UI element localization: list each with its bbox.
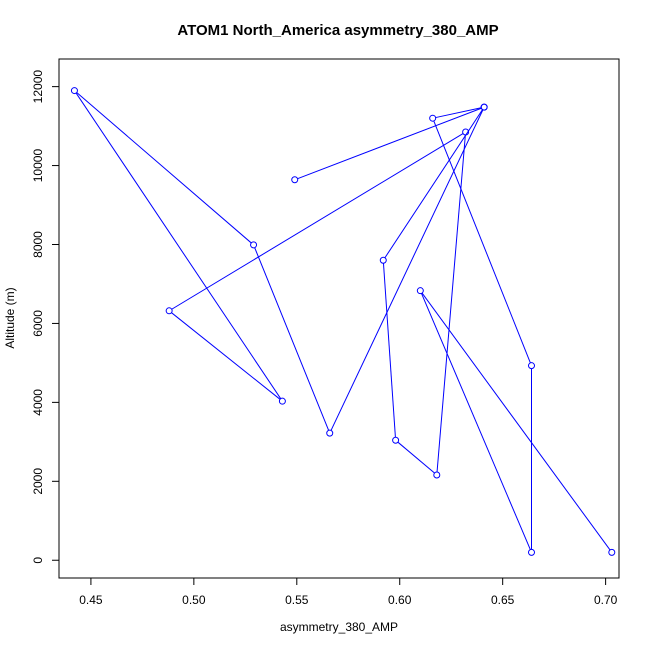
y-axis-label: Altitude (m) — [3, 287, 17, 348]
data-point — [480, 103, 488, 111]
x-tick-label: 0.55 — [285, 593, 309, 607]
y-tick-label: 8000 — [31, 231, 45, 258]
series-segment — [436, 134, 466, 473]
series-segment — [171, 133, 464, 310]
y-tick-label: 2000 — [31, 468, 45, 495]
y-tick-label: 10000 — [31, 149, 45, 183]
y-tick-label: 4000 — [31, 389, 45, 416]
x-tick-label: 0.50 — [182, 593, 206, 607]
series-segment — [435, 107, 482, 119]
series-segment — [382, 263, 396, 438]
data-point — [433, 471, 441, 479]
data-point — [291, 176, 299, 184]
y-tick-label: 0 — [31, 557, 45, 564]
series-segment — [397, 441, 435, 474]
data-point — [326, 429, 334, 437]
data-point — [165, 307, 173, 315]
series-lines — [75, 92, 611, 551]
y-axis: 0 2000 4000 6000 8000 10000 12000 — [31, 70, 60, 564]
x-tick-label: 0.65 — [491, 593, 515, 607]
series-points — [70, 87, 616, 556]
x-axis: 0.45 0.50 0.55 0.60 0.65 0.70 — [79, 577, 618, 607]
series-segment — [330, 109, 484, 431]
x-tick-label: 0.70 — [594, 593, 618, 607]
data-point — [528, 548, 535, 556]
series-segment — [297, 107, 482, 180]
series-segment — [75, 92, 282, 399]
chart-title: ATOM1 North_America asymmetry_380_AMP — [177, 22, 498, 39]
x-axis-label: asymmetry_380_AMP — [280, 620, 398, 634]
data-point — [429, 114, 437, 122]
y-tick-label: 6000 — [31, 310, 45, 337]
plot-area-frame — [58, 58, 620, 579]
data-point — [70, 87, 78, 95]
data-point — [250, 241, 258, 249]
series-segment — [421, 293, 531, 550]
series-segment — [254, 247, 330, 431]
data-point — [416, 287, 424, 295]
data-point — [392, 436, 400, 444]
series-segment — [384, 109, 483, 259]
series-segment — [433, 120, 531, 364]
series-segment — [171, 312, 281, 400]
data-point — [278, 397, 286, 405]
data-point — [462, 128, 470, 136]
series-segment — [76, 92, 252, 244]
series-segment — [421, 292, 611, 551]
data-point — [608, 548, 616, 556]
y-tick-label: 12000 — [31, 70, 45, 104]
data-point — [379, 256, 387, 264]
x-tick-label: 0.60 — [388, 593, 412, 607]
data-point — [528, 362, 535, 370]
x-tick-label: 0.45 — [79, 593, 103, 607]
